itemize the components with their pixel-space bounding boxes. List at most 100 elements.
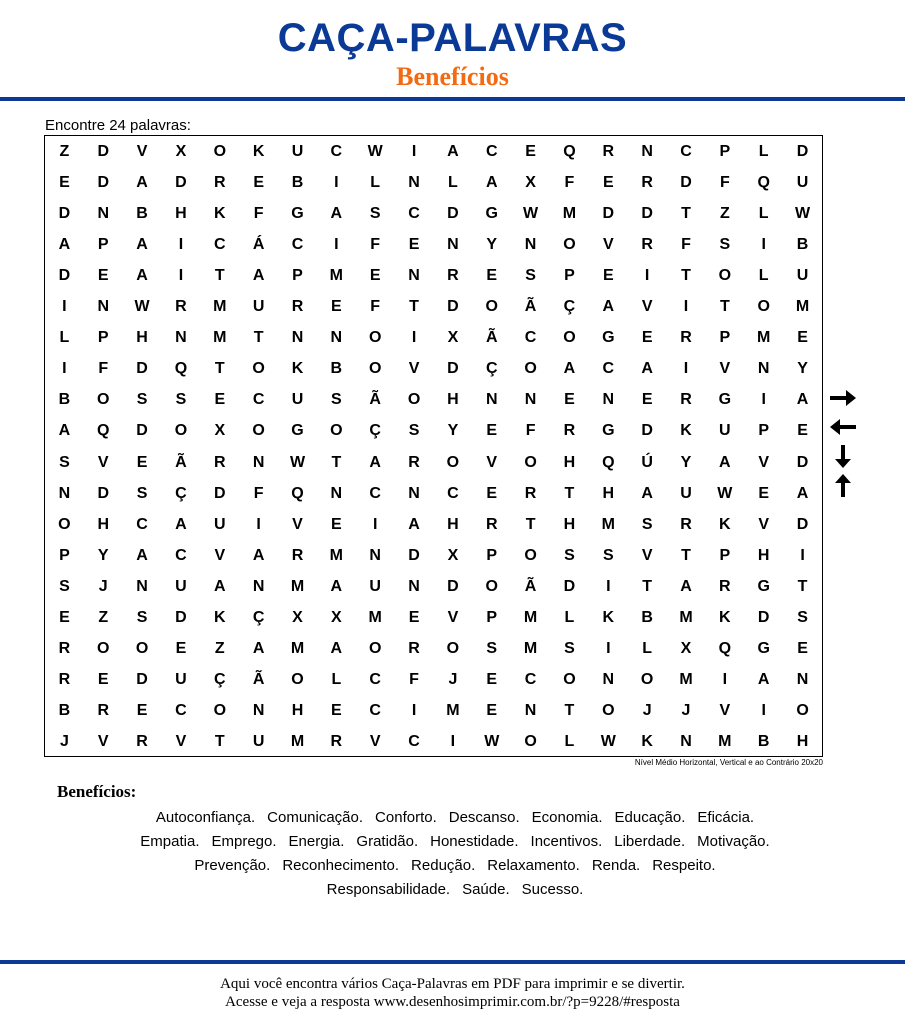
grid-cell[interactable]: E — [331, 298, 342, 316]
grid-cell[interactable]: B — [796, 236, 809, 254]
grid-cell[interactable]: W — [717, 484, 733, 502]
grid-cell[interactable]: Ç — [175, 484, 187, 502]
grid-cell[interactable]: C — [291, 236, 304, 254]
grid-cell[interactable]: O — [718, 267, 732, 285]
grid-cell[interactable]: V — [97, 453, 109, 471]
grid-cell[interactable]: N — [175, 329, 187, 347]
grid-cell[interactable]: G — [485, 205, 498, 223]
grid-cell[interactable]: O — [563, 329, 576, 347]
grid-cell[interactable]: N — [408, 174, 420, 192]
grid-cell[interactable]: E — [486, 701, 498, 719]
grid-cell[interactable]: L — [564, 608, 575, 626]
grid-cell[interactable]: N — [602, 670, 615, 688]
grid-cell[interactable]: R — [524, 484, 537, 502]
grid-cell[interactable]: B — [136, 205, 148, 223]
grid-cell[interactable]: O — [135, 639, 149, 657]
grid-cell[interactable]: N — [602, 391, 615, 409]
grid-cell[interactable]: A — [602, 298, 615, 316]
grid-cell[interactable]: D — [563, 577, 576, 595]
grid-cell[interactable]: M — [523, 608, 538, 626]
grid-cell[interactable]: E — [602, 174, 614, 192]
grid-cell[interactable]: Ç — [252, 608, 265, 626]
grid-cell[interactable]: Q — [563, 143, 576, 160]
grid-cell[interactable]: R — [214, 453, 226, 471]
grid-cell[interactable]: E — [214, 391, 226, 409]
grid-cell[interactable]: E — [486, 422, 498, 440]
grid-cell[interactable]: Q — [602, 453, 615, 471]
grid-cell[interactable]: M — [329, 546, 343, 564]
grid-cell[interactable]: F — [370, 236, 381, 254]
grid-cell[interactable]: R — [563, 422, 576, 440]
grid-cell[interactable]: I — [800, 546, 805, 564]
grid-cell[interactable]: F — [564, 174, 575, 192]
grid-cell[interactable]: Q — [718, 639, 732, 657]
grid-cell[interactable]: A — [58, 422, 71, 440]
grid-cell[interactable]: G — [602, 422, 615, 440]
grid-cell[interactable]: A — [330, 577, 343, 595]
grid-cell[interactable]: N — [641, 143, 653, 160]
grid-cell[interactable]: M — [290, 639, 305, 657]
grid-cell[interactable]: S — [136, 608, 148, 626]
grid-cell[interactable]: K — [214, 608, 226, 626]
grid-cell[interactable]: V — [486, 453, 498, 471]
grid-cell[interactable]: S — [408, 422, 420, 440]
grid-cell[interactable]: O — [524, 360, 537, 378]
grid-cell[interactable]: N — [796, 670, 809, 688]
grid-cell[interactable]: B — [641, 608, 653, 626]
grid-cell[interactable]: I — [411, 701, 417, 719]
grid-cell[interactable]: A — [641, 360, 653, 378]
grid-cell[interactable]: M — [446, 701, 460, 719]
grid-cell[interactable]: I — [178, 236, 184, 254]
grid-cell[interactable]: F — [253, 484, 264, 502]
grid-cell[interactable]: A — [252, 639, 265, 657]
grid-cell[interactable]: L — [564, 732, 575, 750]
grid-cell[interactable]: X — [525, 174, 536, 192]
grid-cell[interactable]: L — [331, 670, 342, 688]
grid-cell[interactable]: H — [757, 546, 770, 564]
grid-cell[interactable]: R — [408, 639, 420, 657]
grid-cell[interactable]: X — [214, 422, 226, 440]
grid-cell[interactable]: H — [97, 515, 110, 533]
grid-cell[interactable]: V — [447, 608, 459, 626]
grid-cell[interactable]: O — [368, 639, 382, 657]
grid-cell[interactable]: G — [291, 205, 304, 223]
grid-cell[interactable]: I — [411, 143, 417, 160]
grid-cell[interactable]: E — [369, 267, 381, 285]
grid-cell[interactable]: T — [681, 267, 691, 285]
grid-cell[interactable]: V — [369, 732, 381, 750]
grid-cell[interactable]: U — [291, 143, 304, 160]
grid-cell[interactable]: D — [214, 484, 226, 502]
grid-cell[interactable]: E — [564, 391, 575, 409]
grid-cell[interactable]: O — [446, 639, 460, 657]
grid-cell[interactable]: G — [291, 422, 304, 440]
grid-cell[interactable]: O — [602, 701, 615, 719]
grid-cell[interactable]: E — [253, 174, 264, 192]
grid-cell[interactable]: A — [485, 174, 498, 192]
grid-cell[interactable]: I — [411, 329, 417, 347]
grid-cell[interactable]: P — [97, 236, 109, 254]
grid-cell[interactable]: I — [683, 360, 689, 378]
grid-cell[interactable]: C — [330, 143, 343, 160]
grid-cell[interactable]: D — [447, 577, 459, 595]
grid-cell[interactable]: E — [175, 639, 187, 657]
grid-cell[interactable]: Z — [98, 608, 109, 626]
grid-cell[interactable]: T — [642, 577, 653, 595]
grid-cell[interactable]: A — [641, 484, 653, 502]
grid-cell[interactable]: E — [331, 701, 342, 719]
grid-cell[interactable]: I — [334, 236, 339, 254]
grid-cell[interactable]: U — [291, 391, 304, 409]
grid-cell[interactable]: K — [719, 608, 731, 626]
grid-cell[interactable]: I — [644, 267, 650, 285]
grid-cell[interactable]: K — [641, 732, 653, 750]
grid-cell[interactable]: S — [797, 608, 808, 626]
grid-cell[interactable]: E — [797, 422, 808, 440]
grid-cell[interactable]: D — [447, 360, 459, 378]
grid-cell[interactable]: S — [525, 267, 536, 285]
grid-cell[interactable]: Z — [214, 639, 225, 657]
grid-cell[interactable]: V — [641, 298, 653, 316]
grid-cell[interactable]: S — [175, 391, 187, 409]
grid-cell[interactable]: K — [602, 608, 615, 626]
grid-cell[interactable]: S — [564, 546, 575, 564]
grid-cell[interactable]: C — [252, 391, 265, 409]
grid-cell[interactable]: M — [290, 732, 305, 750]
